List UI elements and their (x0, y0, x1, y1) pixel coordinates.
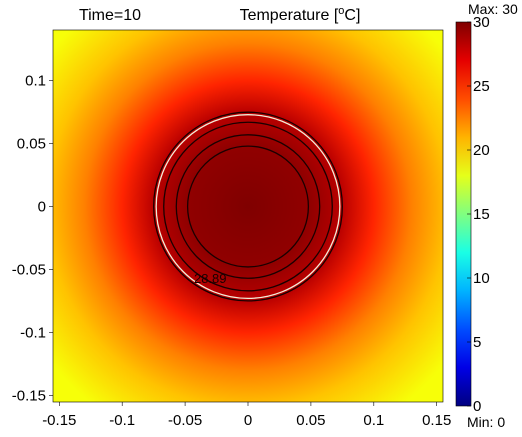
heatmap-field (52, 29, 444, 403)
contour-line (175, 134, 321, 279)
colorbar-tick-label: 5 (473, 334, 481, 351)
contour-lines (152, 111, 344, 302)
y-tick-label: 0 (38, 199, 46, 216)
plot-title: Temperature [oC] (240, 5, 361, 24)
colorbar-tick-label: 25 (473, 78, 490, 95)
x-tick-label: -0.05 (168, 412, 202, 429)
colorbar-min-label: Min: 0 (467, 414, 505, 430)
contour-line (155, 114, 341, 300)
x-tick-label: -0.15 (42, 412, 76, 429)
colorbar-ticks: 30 25 20 15 10 5 0 (467, 14, 490, 415)
x-tick-label: 0 (244, 412, 252, 429)
y-tick-label: 0.05 (17, 135, 46, 152)
y-tick-label: -0.1 (20, 325, 46, 342)
colorbar-max-label: Max: 30 (468, 1, 518, 17)
time-label: Time=10 (79, 7, 141, 24)
contour-line (186, 145, 310, 268)
x-tick-label: 0.15 (422, 412, 451, 429)
x-tick-label: 0.05 (296, 412, 325, 429)
colorbar-tick-label: 10 (473, 270, 490, 287)
y-tick-label: -0.05 (12, 262, 46, 279)
colorbar-tick-label: 15 (473, 206, 490, 223)
x-tick-label: 0.1 (363, 412, 384, 429)
x-tick-label: -0.1 (109, 412, 135, 429)
contour-labels: 28.89 (194, 271, 227, 286)
colorbar: 30 25 20 15 10 5 0 (455, 14, 490, 415)
x-axis-ticks: -0.15 -0.1 -0.05 0 0.05 0.1 0.15 (42, 402, 451, 429)
y-axis-ticks: 0.1 0.05 0 -0.05 -0.1 -0.15 (12, 72, 53, 405)
contour-line (152, 111, 344, 302)
contour-value-label: 28.89 (194, 271, 227, 286)
y-tick-label: -0.15 (12, 388, 46, 405)
colorbar-tick-label: 0 (473, 398, 481, 415)
contour-line (163, 121, 333, 292)
y-tick-label: 0.1 (25, 72, 46, 89)
plot-area: 28.89 (52, 29, 444, 403)
colorbar-tick-label: 30 (473, 14, 490, 31)
colorbar-tick-label: 20 (473, 142, 490, 159)
